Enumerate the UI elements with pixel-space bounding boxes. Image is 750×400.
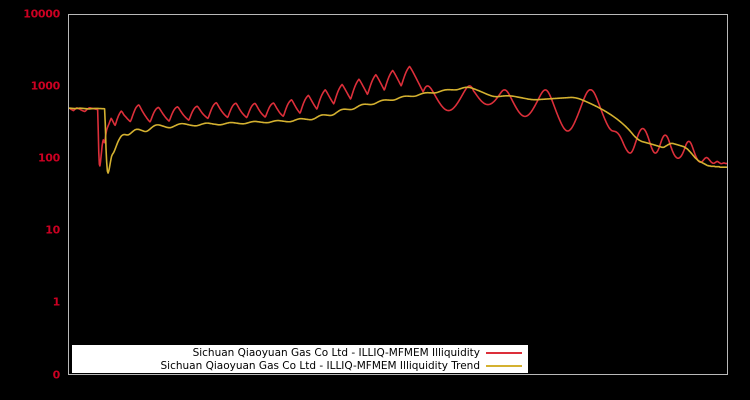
legend-item: Sichuan Qiaoyuan Gas Co Ltd - ILLIQ-MFME… xyxy=(72,359,522,372)
legend-color-swatch xyxy=(486,351,522,354)
plot-svg xyxy=(69,15,727,374)
plot-area xyxy=(68,14,728,375)
legend-item-label: Sichuan Qiaoyuan Gas Co Ltd - ILLIQ-MFME… xyxy=(192,346,480,359)
y-axis-tick-label: 10000 xyxy=(23,7,60,21)
y-axis: 10000 1000 100 10 1 0 xyxy=(0,0,68,400)
y-axis-tick-label: 1000 xyxy=(30,79,61,93)
legend-color-swatch xyxy=(486,364,522,367)
y-axis-tick-label: 0 xyxy=(52,368,61,382)
series-line-1 xyxy=(69,66,727,165)
chart-legend: Sichuan Qiaoyuan Gas Co Ltd - ILLIQ-MFME… xyxy=(72,345,528,373)
legend-item: Sichuan Qiaoyuan Gas Co Ltd - ILLIQ-MFME… xyxy=(72,346,522,359)
y-axis-tick-label: 10 xyxy=(45,223,60,237)
y-axis-tick-label: 1 xyxy=(52,295,61,309)
y-axis-tick-label: 100 xyxy=(37,151,60,165)
series-line-2 xyxy=(69,87,727,173)
legend-item-label: Sichuan Qiaoyuan Gas Co Ltd - ILLIQ-MFME… xyxy=(160,359,481,372)
